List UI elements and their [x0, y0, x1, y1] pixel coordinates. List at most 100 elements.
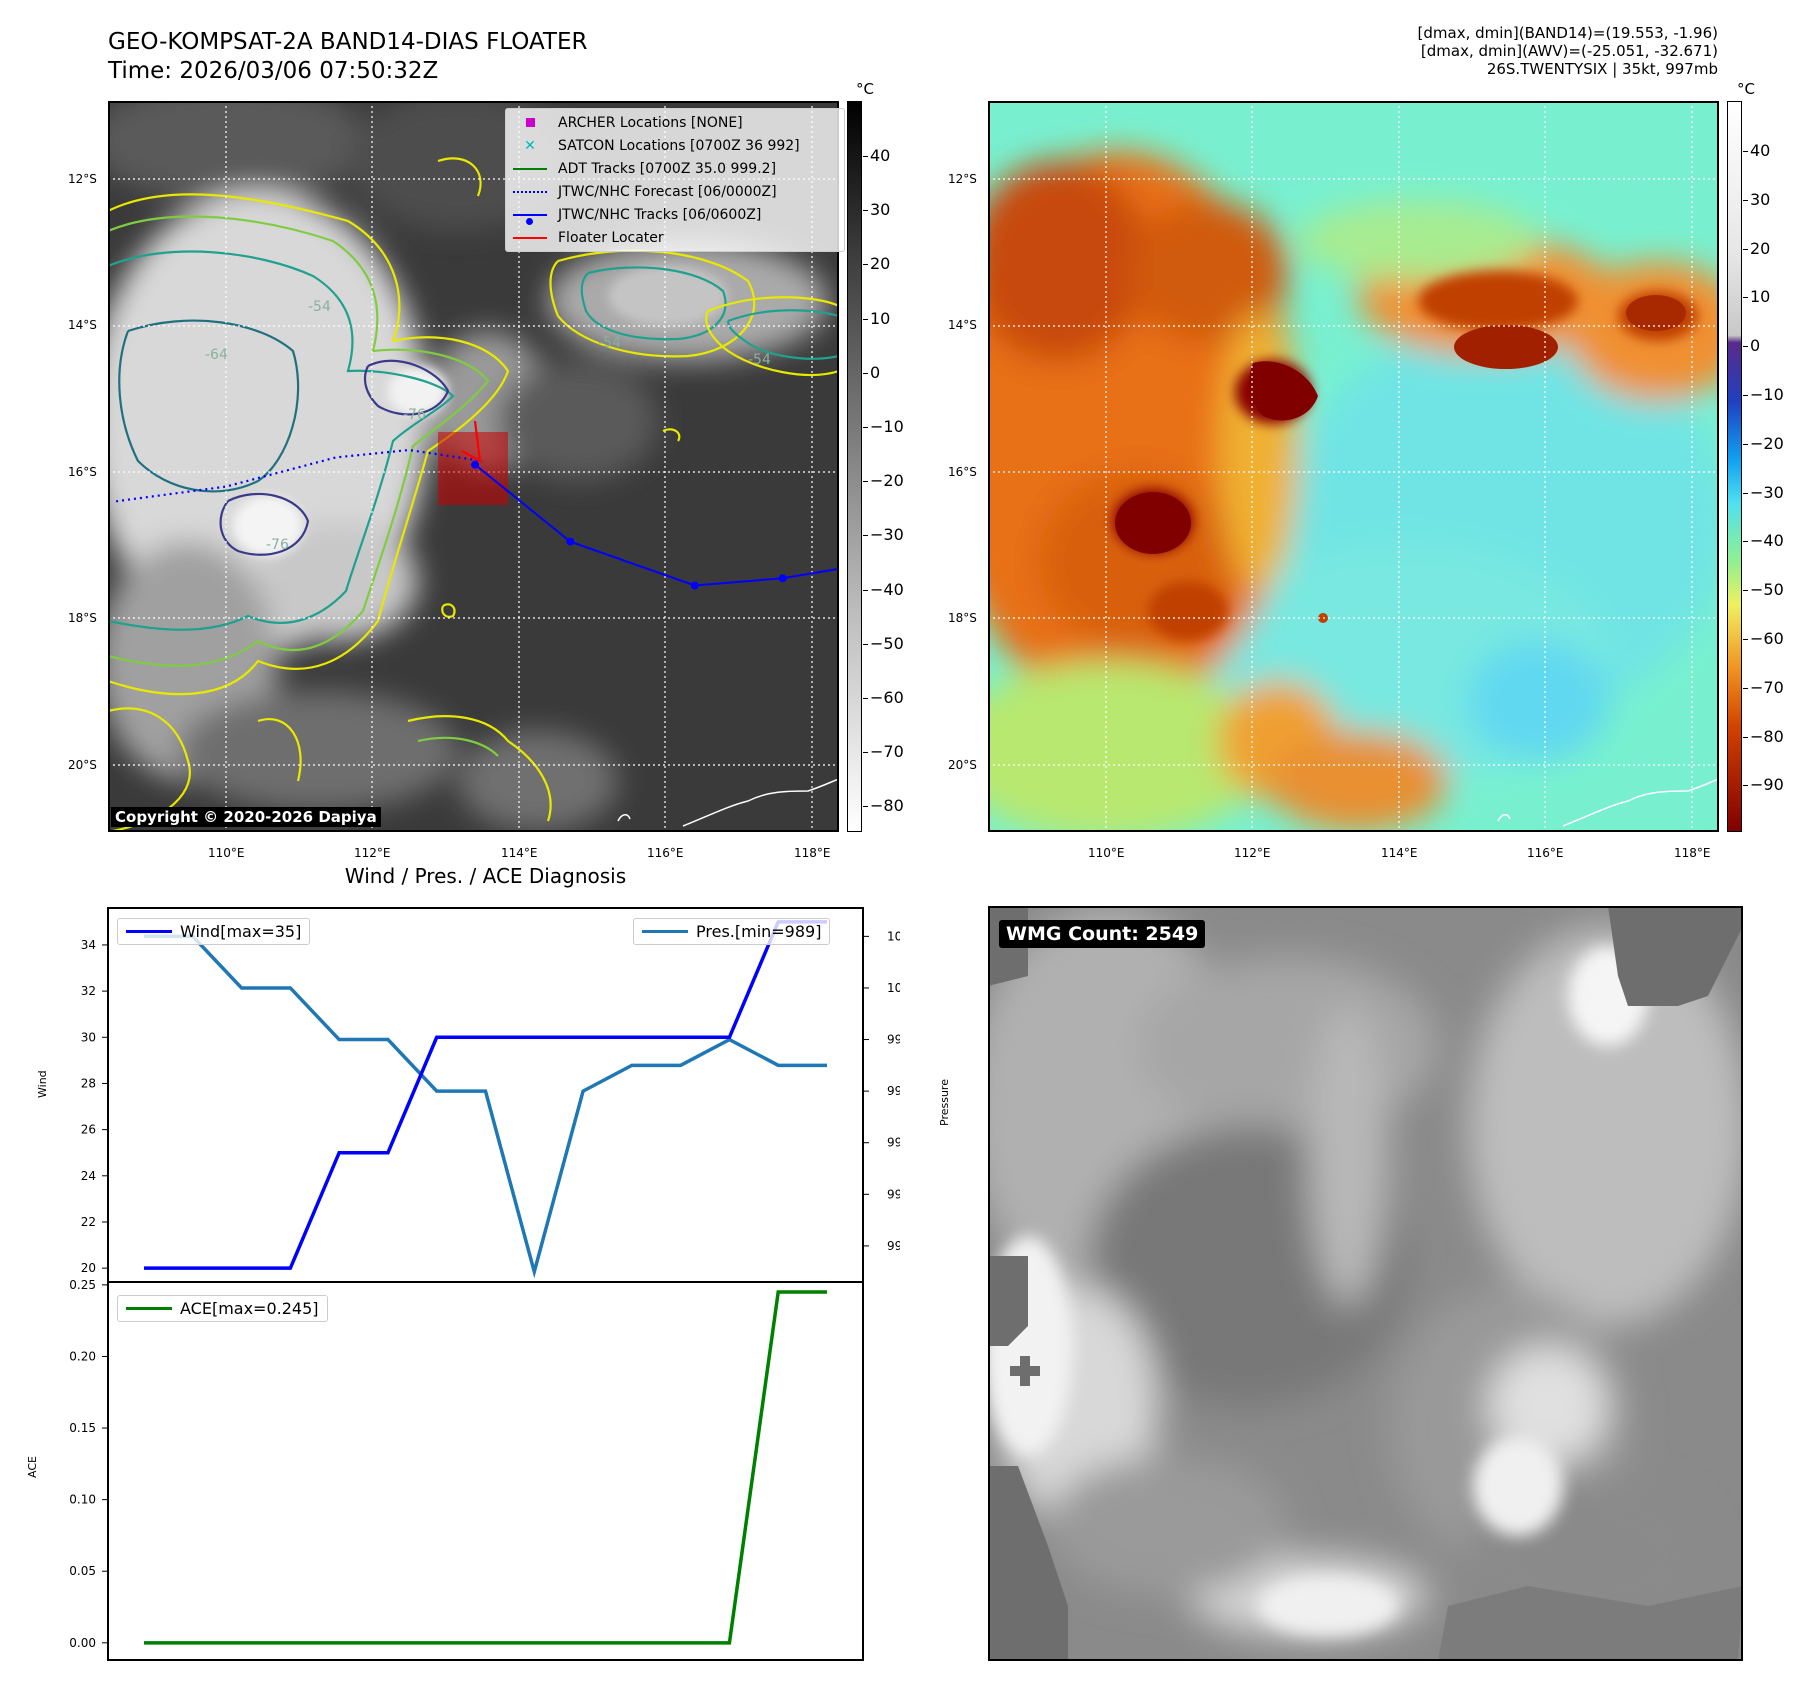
colorbar-tick-label: −30 [1750, 482, 1784, 502]
wmg-count-badge: WMG Count: 2549 [999, 920, 1206, 948]
colorbar-tick-mark [863, 535, 868, 537]
lon-label: 112°E [354, 846, 391, 860]
lat-label: 18°S [948, 611, 977, 625]
pressure-tick-label: 994 [887, 1136, 900, 1150]
colorbar-tick-mark [1743, 297, 1748, 299]
title-line-1: GEO-KOMPSAT-2A BAND14-DIAS FLOATER [108, 29, 588, 55]
legend-satcon: ✕ SATCON Locations [0700Z 36 992] [512, 134, 838, 157]
colorbar-tick-mark [863, 427, 868, 428]
colorbar-tick-label: 30 [870, 200, 891, 220]
wind-series-line [144, 920, 827, 1270]
contour-label: -54 [748, 352, 771, 368]
storm-info: [dmax, dmin](BAND14)=(19.553, -1.96) [dm… [1418, 24, 1718, 78]
band14-colorbar [847, 101, 862, 832]
colorbar-tick-mark [1743, 395, 1748, 396]
colorbar-tick-mark [863, 318, 868, 320]
colorbar-tick-label: −60 [870, 688, 904, 707]
lat-label: 16°S [68, 465, 97, 479]
colorbar-unit: °C [1737, 80, 1755, 98]
info-line-3: 26S.TWENTYSIX | 35kt, 997mb [1486, 60, 1718, 78]
lon-label: 112°E [1234, 846, 1271, 860]
colorbar-tick-label: −40 [870, 579, 904, 599]
lat-label: 14°S [948, 318, 977, 332]
legend-label: ADT Tracks [0700Z 35.0 999.2] [558, 160, 777, 177]
colorbar-tick-mark [1743, 736, 1748, 738]
colorbar-tick-mark [1743, 590, 1748, 592]
colorbar-tick-label: 10 [870, 308, 891, 328]
legend-floater: Floater Locater [512, 226, 838, 249]
colorbar-tick-label: −10 [1750, 385, 1784, 404]
colorbar-tick-mark [1743, 541, 1748, 543]
title-line-2: Time: 2026/03/06 07:50:32Z [108, 58, 439, 84]
wmg-panel[interactable]: WMG Count: 2549 [988, 906, 1743, 1661]
band14-map-panel[interactable]: -54 -54 -54 -76 -76 -64 ARCHER Locations… [108, 101, 845, 832]
pressure-legend: Pres.[min=989] [633, 918, 831, 945]
colorbar-tick-mark [1743, 785, 1748, 787]
blue-line-icon [126, 930, 172, 933]
pressure-tick-label: 1002 [887, 929, 900, 943]
info-line-1: [dmax, dmin](BAND14)=(19.553, -1.96) [1417, 24, 1718, 42]
ace-tick-label: 0.10 [69, 1493, 96, 1507]
wind-tick-label: 32 [81, 984, 96, 998]
wind-tick-label: 34 [81, 938, 96, 952]
colorbar-tick-mark [1743, 199, 1748, 201]
wmg-image [988, 906, 1743, 1661]
colorbar-tick-label: −20 [1750, 433, 1784, 453]
colorbar-tick-mark [863, 643, 868, 645]
pressure-series-line [144, 934, 827, 1279]
colorbar-tick-label: 0 [1750, 336, 1761, 356]
colorbar-tick-mark [863, 372, 868, 374]
lon-label: 110°E [1088, 846, 1125, 860]
legend-archer: ARCHER Locations [NONE] [512, 111, 838, 134]
ace-tick-label: 0.00 [69, 1636, 96, 1650]
red-line-icon [512, 236, 548, 239]
awv-colorbar [1727, 101, 1742, 832]
ace-tick-label: 0.20 [69, 1349, 96, 1363]
colorbar-tick-mark [1743, 639, 1748, 640]
ace-axis-label: ACE [26, 1456, 39, 1478]
colorbar-tick-label: −60 [1750, 629, 1784, 648]
colorbar-tick-label: 20 [1750, 238, 1771, 258]
lon-label: 114°E [1381, 846, 1418, 860]
awv-map-panel[interactable] [988, 101, 1719, 832]
best-track-point [566, 537, 575, 546]
figure-title: GEO-KOMPSAT-2A BAND14-DIAS FLOATER Time:… [108, 28, 588, 86]
best-track-point [690, 581, 699, 590]
colorbar-tick-label: −80 [1750, 726, 1784, 746]
lat-label: 12°S [68, 172, 97, 186]
contour-label: -76 [403, 407, 426, 423]
steelblue-line-icon [642, 930, 688, 933]
colorbar-tick-label: 40 [1750, 141, 1771, 160]
colorbar-tick-mark [1743, 151, 1748, 152]
colorbar-tick-mark [1743, 687, 1748, 689]
colorbar-tick-label: 40 [870, 146, 891, 165]
colorbar-tick-label: −50 [870, 633, 904, 653]
diagnosis-title: Wind / Pres. / ACE Diagnosis [344, 864, 627, 888]
pressure-tick-label: 992 [887, 1187, 900, 1201]
colorbar-tick-label: −40 [1750, 531, 1784, 551]
wind-tick-label: 22 [81, 1215, 96, 1229]
colorbar-tick-label: −70 [870, 742, 904, 762]
legend-label: ACE[max=0.245] [180, 1299, 319, 1318]
dotted-line-icon [512, 190, 548, 193]
lon-label: 114°E [501, 846, 538, 860]
colorbar-tick-label: −10 [870, 417, 904, 436]
lat-label: 14°S [68, 318, 97, 332]
wind-tick-label: 28 [81, 1076, 96, 1090]
lat-label: 20°S [948, 758, 977, 772]
pressure-axis-label: Pressure [938, 1079, 951, 1126]
ace-tick-label: 0.05 [69, 1564, 96, 1578]
ace-series-line [144, 1290, 827, 1645]
wind-tick-label: 20 [81, 1261, 96, 1275]
green-line-icon [512, 167, 548, 170]
legend-tracks: JTWC/NHC Tracks [06/0600Z] [512, 203, 838, 226]
floater-box [438, 432, 508, 505]
colorbar-tick-mark [1743, 346, 1748, 348]
lat-label: 18°S [68, 611, 97, 625]
green-line-icon [126, 1307, 172, 1310]
colorbar-tick-label: −80 [870, 796, 904, 816]
info-line-2: [dmax, dmin](AWV)=(-25.051, -32.671) [1420, 42, 1718, 60]
wind-tick-label: 30 [81, 1030, 96, 1044]
colorbar-tick-mark [1743, 248, 1748, 250]
lon-label: 118°E [794, 846, 831, 860]
